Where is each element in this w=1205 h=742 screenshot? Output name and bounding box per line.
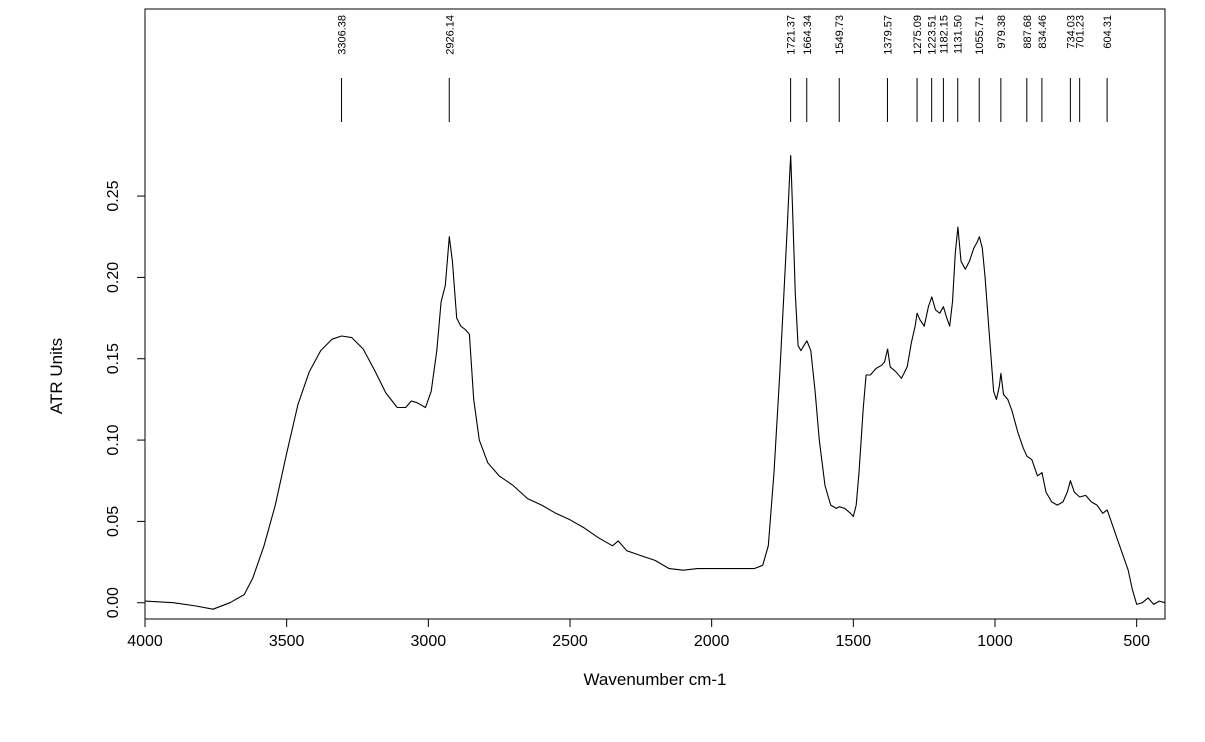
y-tick-label: 0.00 <box>105 587 122 618</box>
y-axis-ticks: 0.00 0.05 0.10 0.15 0.20 0.25 <box>105 180 145 618</box>
y-tick-label: 0.15 <box>105 343 122 374</box>
x-tick-label: 3500 <box>269 633 305 650</box>
x-tick-label: 2000 <box>694 633 730 650</box>
y-tick-label: 0.20 <box>105 262 122 293</box>
peak-label: 1131.50 <box>953 15 965 54</box>
peak-label: 834.46 <box>1037 15 1049 49</box>
spectrum-line <box>144 154 1166 610</box>
y-axis-title: ATR Units <box>47 338 66 414</box>
peak-label: 604.31 <box>1102 15 1114 49</box>
peak-label: 734.03 <box>1065 15 1077 49</box>
plot-frame <box>144 8 1166 620</box>
x-tick-label: 1500 <box>836 633 872 650</box>
x-tick-label: 2500 <box>552 633 588 650</box>
series-layer <box>144 154 1166 610</box>
x-tick-label: 500 <box>1123 633 1150 650</box>
peak-markers: 3306.38 2926.14 1721.37 1664.34 1549.73 1379.… <box>337 15 1114 122</box>
x-tick-label: 4000 <box>127 633 163 650</box>
x-tick-label: 1000 <box>977 633 1013 650</box>
x-axis-ticks: 4000 3500 3000 2500 2000 1500 1000 500 <box>127 619 1150 650</box>
peak-label: 1275.09 <box>912 15 924 55</box>
x-tick-label: 3000 <box>411 633 447 650</box>
y-tick-label: 0.10 <box>105 424 122 455</box>
y-tick-label: 0.25 <box>105 180 122 211</box>
peak-label: 701.23 <box>1075 15 1087 49</box>
peak-label: 2926.14 <box>444 15 456 55</box>
peak-label: 1055.71 <box>974 15 986 55</box>
peak-label: 1379.57 <box>882 15 894 55</box>
peak-label: 1223.51 <box>927 15 939 55</box>
peak-label: 1664.34 <box>802 15 814 55</box>
peak-label: 1721.37 <box>786 15 798 55</box>
x-axis-title: Wavenumber cm-1 <box>584 670 727 689</box>
peak-label: 3306.38 <box>337 15 349 55</box>
peak-label: 979.38 <box>996 15 1008 49</box>
peak-label: 1549.73 <box>834 15 846 55</box>
peak-label: 1182.15 <box>938 15 950 54</box>
y-tick-label: 0.05 <box>105 506 122 537</box>
peak-label: 887.68 <box>1022 15 1034 49</box>
